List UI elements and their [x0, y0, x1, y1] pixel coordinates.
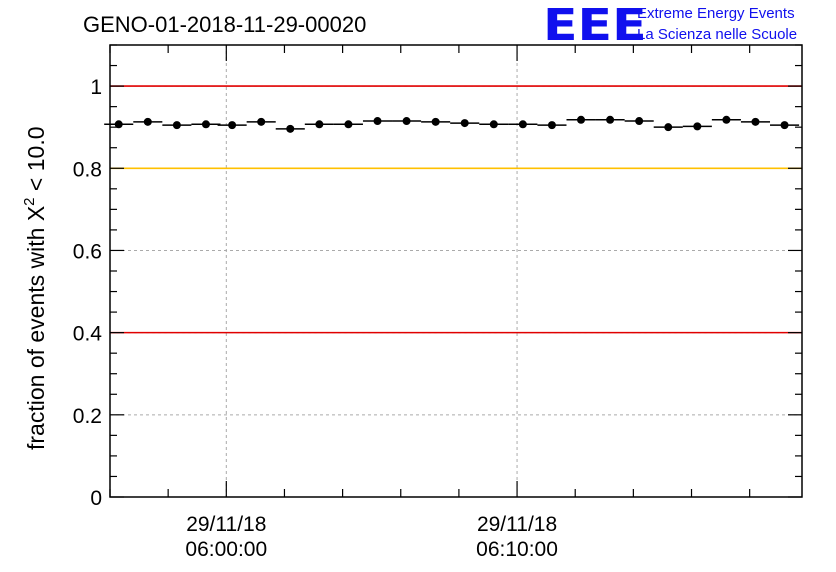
y-tick-labels: 0 0.2 0.4 0.6 0.8 1 [73, 76, 103, 510]
data-point [722, 115, 731, 124]
data-point [518, 120, 527, 129]
eee-logo: EEE Extreme Energy Events La Scienza nel… [543, 0, 797, 51]
data-point [606, 115, 615, 124]
data-point [402, 117, 411, 126]
y-tick-label: 0.2 [73, 405, 102, 428]
axis-ticks [109, 44, 802, 498]
data-point [143, 117, 152, 126]
data-point [373, 117, 382, 126]
data-point [751, 117, 760, 126]
logo-line1: Extreme Energy Events [637, 5, 795, 22]
y-axis-label: fraction of events with X2 < 10.0 [21, 126, 49, 450]
y-tick-label: 0.8 [73, 158, 102, 181]
data-point [201, 120, 210, 129]
x-tick-label-time: 06:10:00 [476, 538, 558, 561]
data-point [780, 121, 789, 130]
data-point [344, 120, 353, 129]
y-axis-label-main: fraction of events with X [23, 206, 49, 450]
data-point [286, 124, 295, 133]
reference-lines [110, 85, 802, 334]
data-point [489, 120, 498, 129]
data-point [315, 120, 324, 129]
data-point [257, 117, 266, 126]
logo-letters: EEE [543, 0, 647, 51]
x-tick-label-date: 29/11/18 [186, 513, 266, 536]
y-axis-label-superscript: 2 [21, 197, 38, 205]
y-tick-label: 0.4 [73, 323, 103, 346]
y-axis-label-tail: < 10.0 [23, 126, 49, 197]
y-tick-label: 1 [90, 76, 102, 99]
data-series [104, 115, 800, 133]
data-point [431, 117, 440, 126]
data-point [114, 120, 123, 129]
x-tick-label-date: 29/11/18 [477, 513, 557, 536]
chart-title: GENO-01-2018-11-29-00020 [83, 12, 366, 37]
data-point [635, 117, 644, 126]
data-point [460, 119, 469, 128]
data-point [547, 121, 556, 130]
y-tick-label: 0.6 [73, 240, 102, 263]
data-point [577, 115, 586, 124]
data-point [172, 121, 181, 130]
data-point [693, 122, 702, 131]
logo-line2: La Scienza nelle Scuole [637, 26, 797, 43]
x-tick-label-time: 06:00:00 [185, 538, 267, 561]
data-point [664, 123, 673, 132]
y-tick-label: 0 [90, 487, 102, 510]
data-point [228, 121, 237, 130]
